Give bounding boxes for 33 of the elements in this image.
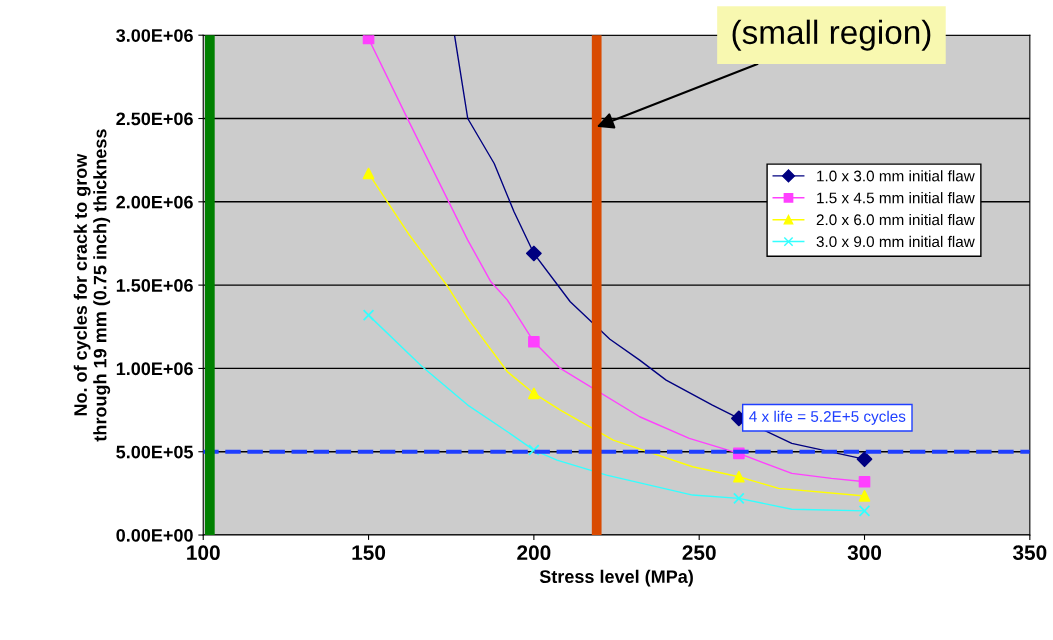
y-tick-label: 1.50E+06	[116, 279, 193, 292]
x-tick-label: 150	[352, 545, 386, 561]
y-tick-label: 2.00E+06	[116, 195, 193, 209]
point	[528, 444, 540, 456]
point	[528, 387, 540, 400]
point	[856, 451, 873, 468]
x-tick-label: 300	[847, 545, 882, 561]
annotation: 4 x life = 5.2E+5 cycles	[749, 410, 906, 425]
x-axis-title: Stress level (MPa)	[539, 569, 693, 587]
point	[858, 505, 871, 517]
point	[362, 309, 375, 321]
legend-label: 1.0 x 3.0 mm initial flaw	[817, 170, 975, 182]
point	[733, 492, 745, 505]
legend-label: 3.0 x 9.0 mm initial flaw	[816, 235, 975, 248]
point	[362, 167, 375, 180]
legend-label: 1.5 x 4.5 mm initial flaw	[817, 192, 975, 204]
point	[526, 245, 542, 262]
point	[528, 335, 540, 348]
legend-label: 2.0 x 6.0 mm initial flaw	[816, 213, 975, 226]
point	[858, 475, 871, 488]
point	[858, 490, 871, 502]
x-tick-label: 250	[682, 545, 716, 561]
y-tick-label: 3.00E+06	[116, 29, 193, 42]
y-axis-title: No. of cycles for crack to grow through 19 mm (0.75 inch) thickness	[73, 129, 111, 442]
x-tick-label: 200	[517, 545, 551, 561]
point	[733, 470, 745, 483]
annotation: (small region)	[732, 19, 931, 51]
y-tick-label: 2.50E+06	[116, 112, 193, 126]
y-tick-label: 0.00E+00	[116, 528, 193, 542]
x-tick-label: 100	[187, 545, 220, 561]
y-tick-label: 5.00E+05	[116, 445, 194, 459]
x-tick-label: 350	[1012, 545, 1047, 561]
y-tick-label: 1.00E+06	[116, 362, 193, 376]
